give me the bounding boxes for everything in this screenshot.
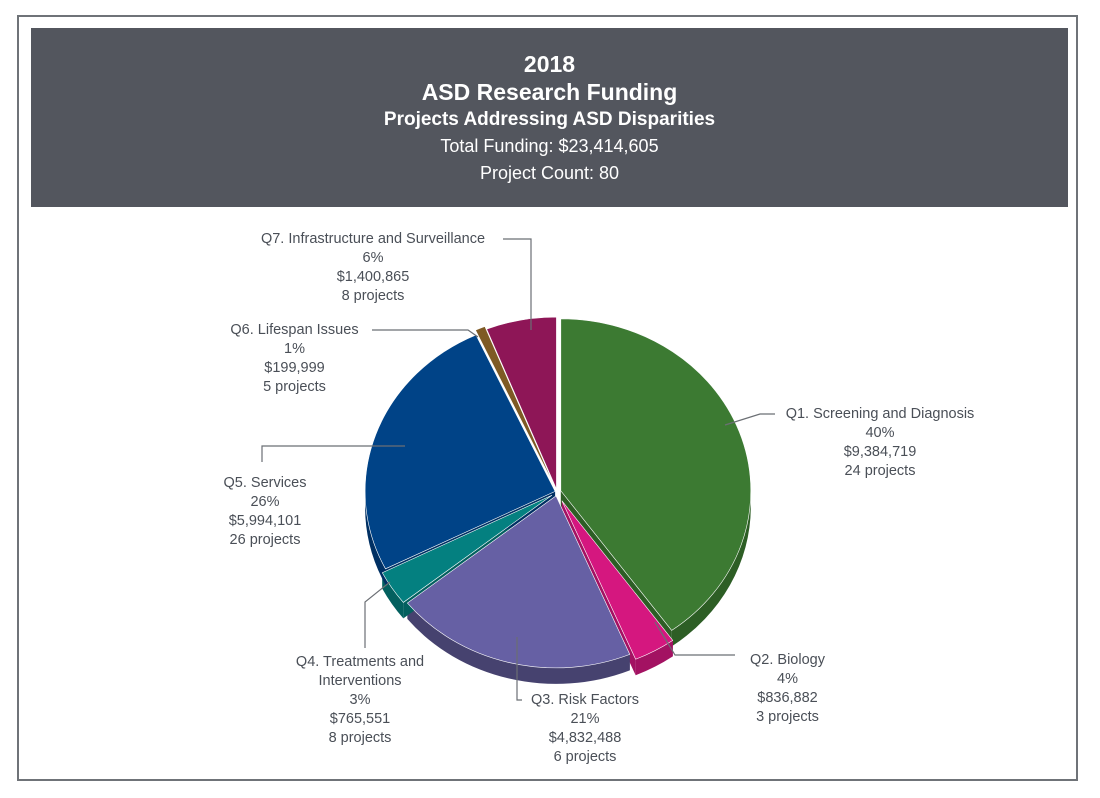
pie-slice-2 [561,500,674,660]
chart-frame [17,15,1078,781]
slice-label-q1: Q1. Screening and Diagnosis 40% $9,384,7… [770,405,990,481]
leader-lines [261,238,775,701]
pie-slice-side [407,603,630,684]
header-project-count: Project Count: 80 [479,163,620,183]
slice-percent: 6% [362,250,384,266]
pie-slice-7 [486,316,557,490]
leader-line-3 [516,637,522,701]
slice-name: Q5. Services [223,475,307,491]
slice-amount: $765,551 [329,711,391,727]
slice-name: Q7. Infrastructure and Surveillance [260,231,486,247]
slice-label-q3: Q3. Risk Factors 21% $4,832,488 6 projec… [515,691,655,767]
slice-percent: 3% [349,692,371,708]
slice-projects: 6 projects [553,749,617,765]
slice-projects: 3 projects [756,709,819,725]
pie-slice-side [365,491,386,585]
pie-slice-6 [475,326,555,487]
header-total-funding: Total Funding: $23,414,605 [440,136,659,156]
slice-label-q6: Q6. Lifespan Issues 1% $199,999 5 projec… [222,321,367,397]
leader-line-1 [724,413,775,426]
slice-amount: $1,400,865 [336,269,410,285]
leader-line-4 [364,581,391,648]
slice-amount: $4,832,488 [548,730,622,746]
header-year: 2018 [523,51,576,77]
slice-percent: 4% [777,671,798,687]
header-title: ASD Research Funding [421,79,678,105]
slice-amount: $9,384,719 [843,444,917,460]
leader-line-7 [503,238,532,330]
slice-label-q5: Q5. Services 26% $5,994,101 26 projects [205,474,325,550]
slice-label-q4: Q4. Treatments and Interventions 3% $765… [275,653,445,748]
slice-projects: 8 projects [341,288,405,304]
slice-label-q7: Q7. Infrastructure and Surveillance 6% $… [238,230,508,306]
slice-label-q2: Q2. Biology 4% $836,882 3 projects [730,651,845,727]
slice-name: Q1. Screening and Diagnosis [785,406,975,422]
slice-percent: 40% [865,425,895,441]
pie-slice-1 [560,318,752,631]
slice-name: Q6. Lifespan Issues [230,322,359,338]
pie-slice-4 [381,494,553,603]
slice-projects: 8 projects [328,730,392,746]
slice-name: Q3. Risk Factors [531,692,639,708]
slice-projects: 26 projects [229,532,301,548]
chart-header: 2018 ASD Research Funding Projects Addre… [31,28,1068,207]
slice-percent: 21% [570,711,600,727]
slice-amount: $5,994,101 [228,513,302,529]
slice-name-line2: Interventions [318,673,402,689]
pie-slice-side [671,490,751,647]
slice-percent: 1% [284,341,305,357]
slice-amount: $836,882 [757,690,818,706]
leader-line-5 [261,445,405,462]
header-subtitle: Projects Addressing ASD Disparities [383,109,716,130]
slice-name: Q2. Biology [750,652,825,668]
pie-slice-side [635,640,673,676]
slice-projects: 24 projects [844,463,916,479]
leader-line-2 [654,621,735,656]
slice-name-line1: Q4. Treatments and [295,654,425,670]
pie-slices [364,316,752,669]
slice-projects: 5 projects [263,379,326,395]
slice-percent: 26% [250,494,280,510]
pie-slice-5 [364,334,556,570]
leader-line-6 [372,329,479,338]
pie-slice-3 [406,495,631,669]
slice-amount: $199,999 [264,360,325,376]
